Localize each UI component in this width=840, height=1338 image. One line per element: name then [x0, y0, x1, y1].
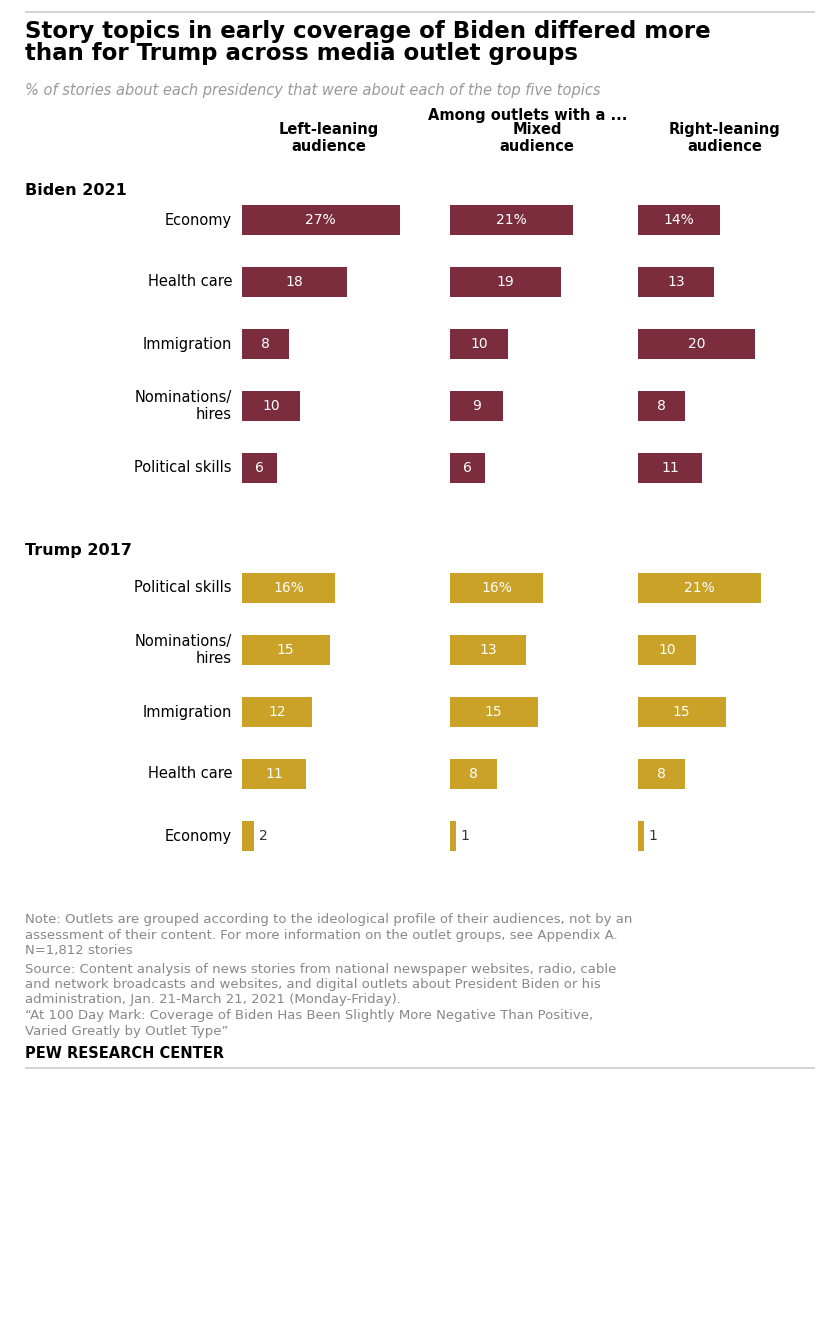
Bar	[450, 268, 561, 297]
Bar	[242, 636, 329, 665]
Bar	[242, 391, 301, 421]
Text: 14%: 14%	[664, 213, 694, 227]
Bar	[242, 573, 335, 603]
Text: % of stories about each presidency that were about each of the top five topics: % of stories about each presidency that …	[25, 83, 601, 98]
Bar	[450, 454, 485, 483]
Bar	[638, 822, 643, 851]
Text: administration, Jan. 21-March 21, 2021 (Monday-Friday).: administration, Jan. 21-March 21, 2021 (…	[25, 994, 401, 1006]
Text: 10: 10	[470, 337, 488, 351]
Text: Health care: Health care	[148, 767, 232, 781]
Text: 15: 15	[485, 705, 502, 719]
Bar	[638, 391, 685, 421]
Text: N=1,812 stories: N=1,812 stories	[25, 945, 133, 957]
Text: Story topics in early coverage of Biden differed more: Story topics in early coverage of Biden …	[25, 20, 711, 43]
Text: 8: 8	[657, 767, 666, 781]
Text: Note: Outlets are grouped according to the ideological profile of their audience: Note: Outlets are grouped according to t…	[25, 913, 633, 926]
Text: Trump 2017: Trump 2017	[25, 543, 132, 558]
Text: 21%: 21%	[684, 581, 715, 595]
Text: Nominations/
hires: Nominations/ hires	[134, 634, 232, 666]
Text: 10: 10	[262, 399, 280, 413]
Bar	[638, 636, 696, 665]
Bar	[242, 329, 289, 359]
Bar	[242, 759, 306, 789]
Text: 27%: 27%	[306, 213, 336, 227]
Bar	[638, 573, 760, 603]
Bar	[242, 205, 400, 235]
Bar	[450, 759, 496, 789]
Text: 1: 1	[648, 830, 658, 843]
Text: “At 100 Day Mark: Coverage of Biden Has Been Slightly More Negative Than Positiv: “At 100 Day Mark: Coverage of Biden Has …	[25, 1009, 593, 1022]
Text: Political skills: Political skills	[134, 581, 232, 595]
Bar	[638, 205, 720, 235]
Bar	[450, 822, 456, 851]
Text: Right-leaning
audience: Right-leaning audience	[669, 122, 781, 154]
Text: 13: 13	[667, 276, 685, 289]
Text: 10: 10	[659, 644, 676, 657]
Text: Economy: Economy	[165, 213, 232, 227]
Text: PEW RESEARCH CENTER: PEW RESEARCH CENTER	[25, 1046, 224, 1061]
Text: 6: 6	[255, 462, 264, 475]
Text: Source: Content analysis of news stories from national newspaper websites, radio: Source: Content analysis of news stories…	[25, 962, 617, 975]
Text: 15: 15	[673, 705, 690, 719]
Text: 19: 19	[496, 276, 514, 289]
Bar	[450, 391, 502, 421]
Text: Health care: Health care	[148, 274, 232, 289]
Text: 11: 11	[661, 462, 679, 475]
Bar	[450, 329, 508, 359]
Text: 9: 9	[472, 399, 480, 413]
Text: 21%: 21%	[496, 213, 527, 227]
Bar	[450, 573, 543, 603]
Text: than for Trump across media outlet groups: than for Trump across media outlet group…	[25, 41, 578, 66]
Text: Immigration: Immigration	[143, 705, 232, 720]
Bar	[638, 329, 754, 359]
Text: 16%: 16%	[273, 581, 304, 595]
Text: 8: 8	[261, 337, 270, 351]
Text: 6: 6	[463, 462, 472, 475]
Text: Mixed
audience: Mixed audience	[500, 122, 575, 154]
Text: Economy: Economy	[165, 828, 232, 843]
Text: 8: 8	[469, 767, 478, 781]
Text: 11: 11	[265, 767, 283, 781]
Bar	[450, 205, 573, 235]
Bar	[242, 454, 277, 483]
Text: assessment of their content. For more information on the outlet groups, see Appe: assessment of their content. For more in…	[25, 929, 617, 942]
Bar	[242, 268, 347, 297]
Text: 13: 13	[479, 644, 496, 657]
Text: 12: 12	[268, 705, 286, 719]
Text: Political skills: Political skills	[134, 460, 232, 475]
Text: Left-leaning
audience: Left-leaning audience	[279, 122, 379, 154]
Bar	[638, 268, 714, 297]
Bar	[638, 454, 702, 483]
Bar	[242, 822, 254, 851]
Text: Immigration: Immigration	[143, 336, 232, 352]
Text: Among outlets with a ...: Among outlets with a ...	[428, 108, 627, 123]
Text: 18: 18	[286, 276, 303, 289]
Text: and network broadcasts and websites, and digital outlets about President Biden o: and network broadcasts and websites, and…	[25, 978, 601, 991]
Text: Biden 2021: Biden 2021	[25, 183, 127, 198]
Text: 15: 15	[277, 644, 295, 657]
Text: 2: 2	[259, 830, 267, 843]
Bar	[242, 697, 312, 727]
Bar	[450, 636, 526, 665]
Text: 20: 20	[688, 337, 705, 351]
Text: Nominations/
hires: Nominations/ hires	[134, 389, 232, 423]
Text: 1: 1	[461, 830, 470, 843]
Text: 8: 8	[657, 399, 666, 413]
Text: Varied Greatly by Outlet Type”: Varied Greatly by Outlet Type”	[25, 1025, 228, 1037]
Text: 16%: 16%	[481, 581, 512, 595]
Bar	[638, 697, 726, 727]
Bar	[638, 759, 685, 789]
Bar	[450, 697, 538, 727]
